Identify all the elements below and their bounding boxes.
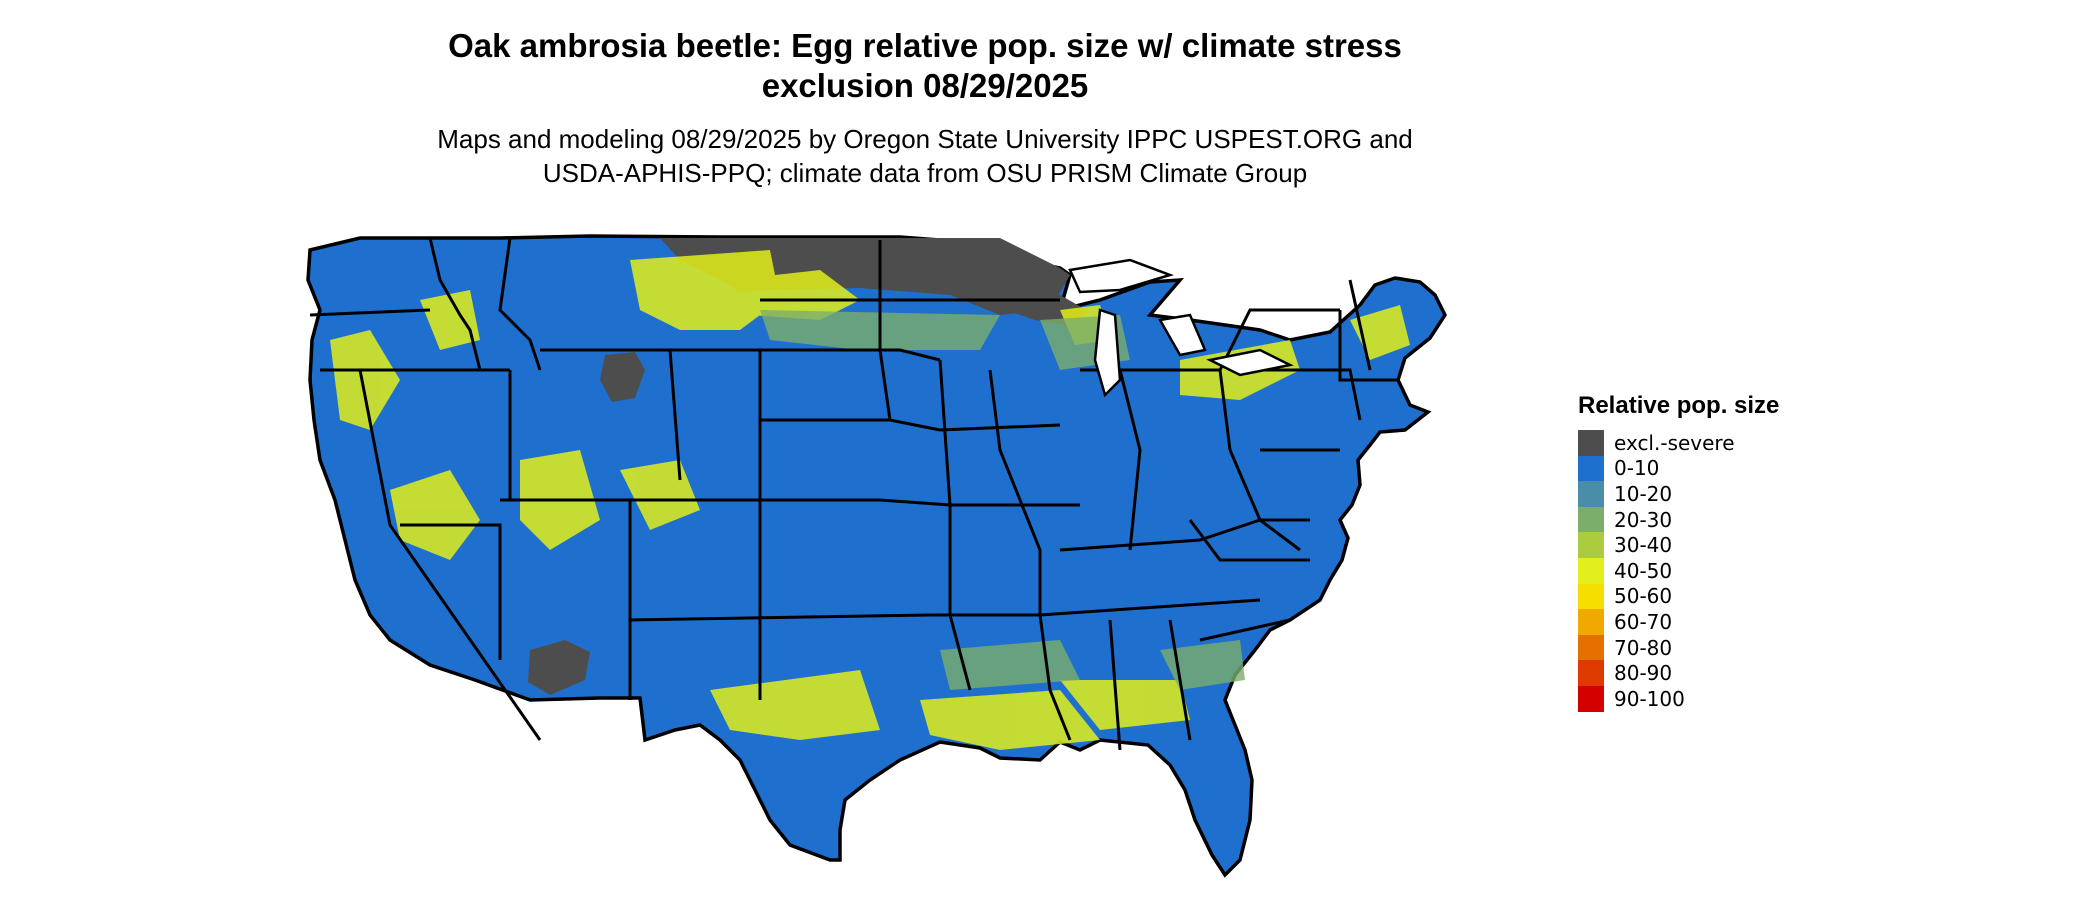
state-borders	[309, 237, 1400, 751]
legend-item: excl.-severe	[1578, 430, 1779, 456]
legend-item: 60-70	[1578, 609, 1779, 635]
legend-item: 90-100	[1578, 685, 1779, 712]
legend-item: 80-90	[1578, 660, 1779, 686]
legend-label: 90-100	[1614, 686, 1685, 711]
legend-swatch	[1578, 557, 1604, 584]
legend-swatch	[1578, 506, 1604, 533]
excluded-arizona	[528, 640, 590, 695]
legend-item: 0-10	[1578, 455, 1779, 482]
legend-item: 50-60	[1578, 583, 1779, 610]
legend-item: 20-30	[1578, 506, 1779, 533]
legend-swatch	[1578, 634, 1604, 661]
title-line-1: Oak ambrosia beetle: Egg relative pop. s…	[448, 27, 1402, 64]
legend-swatch	[1578, 685, 1604, 712]
legend-swatch	[1578, 660, 1604, 686]
legend-title: Relative pop. size	[1578, 392, 1780, 419]
legend: Relative pop. size excl.-severe 0-10 10-20…	[1578, 392, 1779, 712]
subtitle-line-2: USDA-APHIS-PPQ; climate data from OSU PR…	[542, 158, 1308, 188]
us-map	[306, 234, 1448, 878]
legend-swatch	[1578, 455, 1604, 482]
legend-label: excl.-severe	[1614, 430, 1735, 455]
legend-item: 70-80	[1578, 634, 1779, 661]
legend-item: 40-50	[1578, 557, 1779, 584]
map-title: Oak ambrosia beetle: Egg relative pop. s…	[0, 26, 1850, 106]
title-line-2: exclusion 08/29/2025	[761, 67, 1089, 104]
legend-label: 80-90	[1614, 661, 1673, 686]
legend-swatch	[1578, 532, 1604, 558]
legend-swatch	[1578, 609, 1604, 635]
legend-item: 10-20	[1578, 481, 1779, 507]
legend-items: excl.-severe 0-10 10-20 20-30 30-40 40-50 50-6…	[1578, 430, 1779, 712]
map-subtitle: Maps and modeling 08/29/2025 by Oregon S…	[0, 122, 1850, 190]
legend-swatch	[1578, 430, 1604, 456]
legend-label: 30-40	[1614, 533, 1673, 558]
legend-label: 10-20	[1614, 481, 1673, 506]
legend-label: 0-10	[1614, 456, 1660, 481]
excluded-wyoming	[600, 352, 645, 402]
legend-item: 30-40	[1578, 532, 1779, 558]
legend-label: 40-50	[1614, 558, 1673, 583]
legend-swatch	[1578, 583, 1604, 610]
legend-label: 60-70	[1614, 609, 1673, 634]
legend-label: 70-80	[1614, 635, 1673, 660]
great-lakes	[1068, 258, 1294, 398]
subtitle-line-1: Maps and modeling 08/29/2025 by Oregon S…	[437, 124, 1413, 154]
legend-label: 20-30	[1614, 507, 1673, 532]
legend-label: 50-60	[1614, 584, 1673, 609]
legend-swatch	[1578, 481, 1604, 507]
